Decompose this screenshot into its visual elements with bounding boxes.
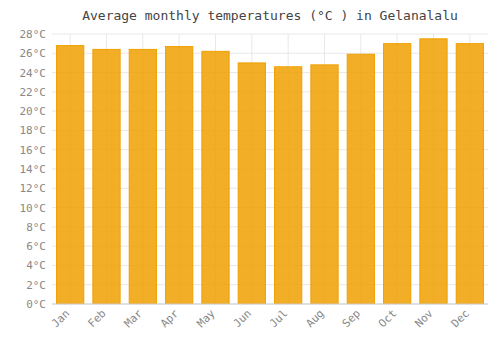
y-tick-label: 10°C (20, 202, 47, 215)
x-tick-label: Aug (303, 307, 326, 330)
bar (93, 49, 120, 304)
y-tick-label: 14°C (20, 163, 47, 176)
y-tick-label: 8°C (26, 221, 46, 234)
bar (420, 39, 447, 304)
x-tick-label: Apr (158, 307, 182, 331)
bar (311, 65, 338, 304)
x-tick-label: Dec (449, 307, 472, 330)
x-tick-label: Oct (376, 307, 399, 330)
x-tick-label: Jul (267, 307, 290, 330)
bar (456, 44, 483, 304)
bars (57, 39, 484, 304)
y-tick-label: 26°C (20, 47, 47, 60)
y-tick-label: 6°C (26, 240, 46, 253)
y-tick-label: 12°C (20, 182, 47, 195)
grid (52, 34, 488, 304)
bar (57, 46, 84, 304)
y-tick-label: 4°C (26, 259, 46, 272)
y-tick-label: 18°C (20, 124, 47, 137)
y-tick-label: 20°C (20, 105, 47, 118)
y-tick-label: 2°C (26, 279, 46, 292)
bar (347, 54, 374, 304)
y-tick-label: 0°C (26, 298, 46, 311)
x-axis-line (52, 304, 488, 305)
bar (202, 51, 229, 304)
bar (238, 63, 265, 304)
bar (129, 49, 156, 304)
bar (275, 67, 302, 304)
x-tick-label: Jan (49, 307, 72, 330)
x-tick-label: Mar (122, 307, 146, 331)
chart-svg: Average monthly temperatures (°C ) in Ge… (0, 0, 500, 350)
chart-container: Average monthly temperatures (°C ) in Ge… (0, 0, 500, 350)
y-grid-line (52, 34, 488, 35)
x-tick-label: Nov (412, 307, 436, 331)
x-tick-label: Feb (85, 307, 108, 330)
x-tick-label: May (194, 307, 218, 331)
y-tick-label: 22°C (20, 86, 47, 99)
y-tick-label: 16°C (20, 144, 47, 157)
x-tick-label: Sep (340, 307, 363, 330)
bar (384, 44, 411, 304)
y-tick-label: 28°C (20, 28, 47, 41)
bar (166, 47, 193, 304)
y-grid-line (52, 304, 488, 305)
chart-title: Average monthly temperatures (°C ) in Ge… (82, 8, 458, 23)
y-tick-label: 24°C (20, 67, 47, 80)
x-tick-label: Jun (231, 307, 254, 330)
